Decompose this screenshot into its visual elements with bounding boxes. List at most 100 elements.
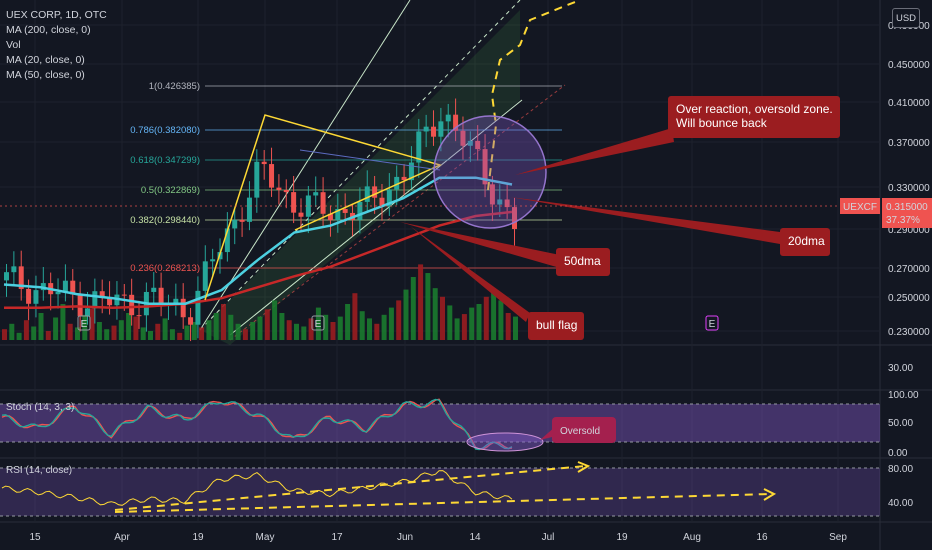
candle-body	[320, 192, 326, 214]
volume-bar	[126, 313, 132, 340]
fib-label: 1(0.426385)	[149, 81, 200, 92]
volume-bar	[308, 318, 314, 340]
ma50-note-box	[556, 248, 610, 276]
volume-bar	[396, 300, 402, 340]
volume-bar	[169, 329, 175, 340]
candle-body	[475, 140, 481, 150]
flag-trendline	[204, 114, 443, 301]
volume-bar	[272, 300, 278, 340]
candle-body	[386, 189, 392, 207]
volume-bar	[403, 289, 409, 340]
candle-body	[136, 315, 142, 317]
candle-body	[276, 187, 282, 190]
time-tick: Jun	[397, 532, 413, 543]
blue-trendline	[299, 149, 441, 171]
channel-fill	[200, 10, 520, 345]
candle-body	[254, 161, 260, 198]
candle-body	[261, 161, 267, 165]
candle-body	[158, 287, 164, 304]
symbol-title[interactable]: UEX CORP, 1D, OTC	[6, 9, 107, 21]
volume-bar	[418, 264, 424, 340]
volume-bar	[483, 296, 489, 340]
candle-body	[26, 288, 32, 304]
legend-ma50[interactable]: MA (50, close, 0)	[6, 69, 85, 81]
volume-bar	[410, 277, 416, 340]
volume-bar	[184, 325, 190, 340]
candle-body	[188, 317, 194, 325]
price-tick: 0.230000	[888, 327, 930, 338]
time-tick: 15	[29, 532, 41, 543]
price-tag	[882, 198, 932, 228]
volume-bar	[250, 322, 256, 340]
candle-body	[423, 126, 429, 132]
stoch-label[interactable]: Stoch (14, 3, 3)	[6, 402, 75, 413]
volume-bar	[388, 307, 394, 340]
candle-body	[129, 294, 135, 316]
volume-bar	[257, 316, 263, 340]
volume-bar	[352, 293, 358, 340]
volume-bar	[498, 300, 504, 340]
oversold-note-text: Oversold	[560, 426, 600, 437]
candle-body	[438, 121, 444, 137]
earnings-label: E	[81, 319, 88, 330]
legend-vol[interactable]: Vol	[6, 39, 21, 51]
candle-body	[460, 130, 466, 146]
fib-label: 0.236(0.268213)	[130, 263, 200, 274]
volume-bar	[345, 304, 351, 340]
note-pointer	[410, 226, 530, 322]
candle-body	[232, 219, 238, 229]
volume-bar	[89, 308, 95, 340]
candle-body	[121, 294, 127, 296]
rsi-label[interactable]: RSI (14, close)	[6, 465, 73, 476]
rsi-line	[1, 470, 513, 506]
candle-body	[512, 207, 517, 230]
ma50-note-text: 50dma	[564, 254, 601, 268]
volume-bar	[96, 322, 102, 340]
rsi-trend-upper	[114, 465, 586, 511]
legend-ma20[interactable]: MA (20, close, 0)	[6, 54, 85, 66]
volume-bar	[45, 331, 51, 340]
channel-upper	[199, 0, 411, 331]
candle-body	[445, 114, 451, 122]
candle-body	[313, 192, 319, 196]
volume-bar	[16, 332, 22, 340]
volume-bar	[264, 309, 270, 340]
earnings-label: E	[709, 319, 716, 330]
candle-body	[467, 140, 473, 146]
volume-bar	[476, 304, 482, 340]
volume-bar	[213, 313, 219, 340]
volume-bar	[60, 304, 66, 340]
currency-button[interactable]: USD	[892, 8, 920, 28]
candle-body	[408, 162, 414, 181]
volume-bar	[228, 314, 234, 340]
ma50-line	[4, 210, 513, 310]
volume-bar	[177, 332, 183, 340]
volume-bar	[118, 320, 124, 340]
volume-bar	[38, 313, 44, 340]
candle-body	[18, 266, 24, 289]
candle-body	[364, 186, 370, 202]
bull-flag-note: bull flag	[528, 312, 584, 340]
volume-bar	[242, 329, 248, 340]
fib-label: 0.5(0.322869)	[141, 185, 200, 196]
stoch-band	[0, 404, 880, 442]
time-tick: 19	[192, 532, 204, 543]
candle-body	[497, 199, 503, 205]
oversold-zone-note-text: Over reaction, oversold zone.	[676, 102, 833, 116]
price-tick: 0.270000	[888, 264, 930, 275]
volume-bar	[315, 307, 321, 340]
candle-body	[504, 199, 510, 208]
bull-flag-note-box	[528, 312, 584, 340]
time-tick: 14	[469, 532, 481, 543]
candle-body	[357, 201, 363, 220]
candle-body	[84, 308, 90, 317]
candle-body	[202, 261, 208, 291]
legend-ma200[interactable]: MA (200, close, 0)	[6, 24, 91, 36]
time-tick: 19	[616, 532, 628, 543]
candle-body	[99, 291, 105, 298]
indicator-legend: UEX CORP, 1D, OTC MA (200, close, 0) Vol…	[6, 8, 107, 83]
symbol-tag	[840, 198, 880, 214]
projection-path	[487, 0, 581, 191]
ma20-note: 20dma	[780, 228, 830, 256]
price-tick: 0.410000	[888, 98, 930, 109]
